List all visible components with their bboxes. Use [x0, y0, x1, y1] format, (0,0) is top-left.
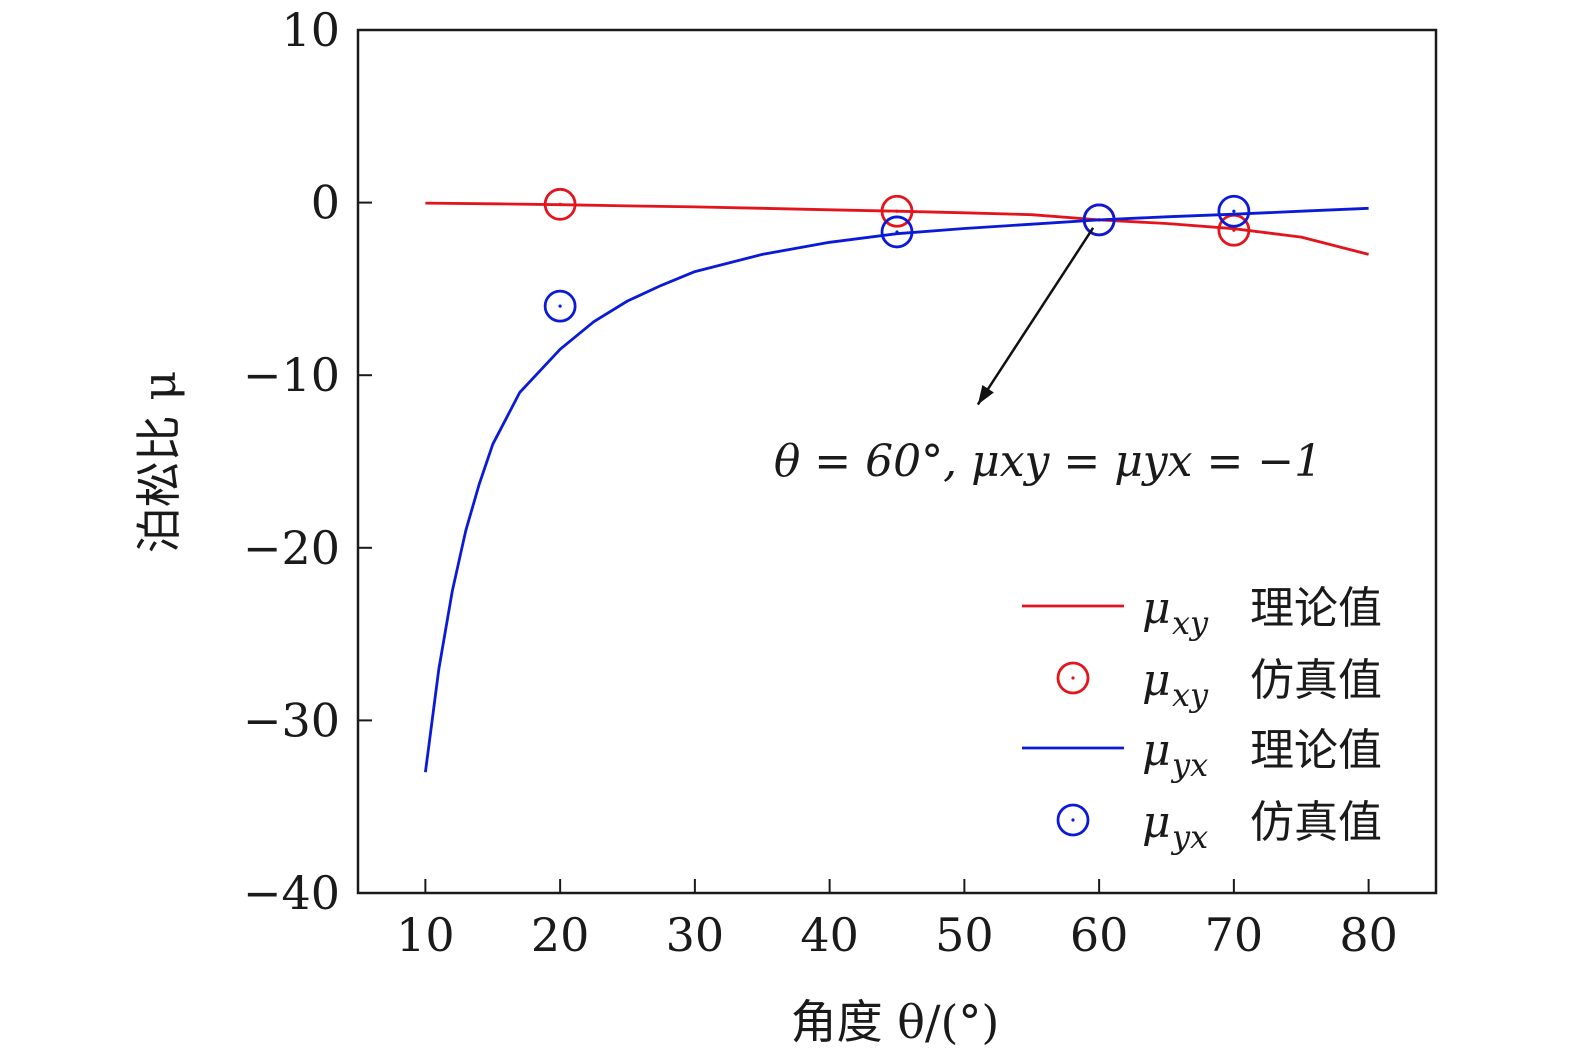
data-point: [880, 194, 914, 228]
y-tick-label: 10: [281, 3, 340, 57]
annotation-arrow-line: [976, 227, 1095, 406]
x-tick-label: 50: [935, 908, 994, 962]
legend-label: 仿真值: [1250, 655, 1382, 706]
y-tick-label: −20: [243, 521, 340, 575]
data-point: [880, 215, 914, 249]
legend-item: μ xy 仿真值: [1056, 655, 1382, 714]
legend-item: μ yx 理论值: [1022, 725, 1382, 784]
y-tick-label: −10: [243, 348, 340, 402]
x-tick-label: 60: [1070, 908, 1129, 962]
legend-marker-swatch: [1056, 661, 1090, 695]
plot-frame: [356, 28, 1438, 895]
series-2: [424, 206, 1369, 773]
legend-subscript: xy: [1172, 676, 1209, 714]
x-tick-label: 80: [1339, 908, 1398, 962]
data-point-dot: [1232, 228, 1236, 232]
legend-subscript: xy: [1172, 604, 1209, 642]
x-tick-label: 10: [396, 908, 455, 962]
data-point-dot: [558, 202, 562, 206]
y-axis-title: 泊松比 μ: [132, 371, 186, 554]
legend-label: 理论值: [1250, 583, 1382, 634]
data-point-dot: [1097, 218, 1101, 222]
x-tick-label: 20: [531, 908, 590, 962]
annotation-arrow-head: [977, 385, 994, 405]
x-tick-label: 70: [1205, 908, 1264, 962]
data-point: [1082, 203, 1116, 237]
annotation: θ = 60°, μxy = μyx = −1: [774, 227, 1322, 487]
series-layer: [424, 187, 1369, 773]
legend-subscript: yx: [1170, 818, 1208, 856]
data-point-dot: [895, 230, 899, 234]
data-point: [543, 289, 577, 323]
data-point-dot: [558, 304, 562, 308]
series-1: [543, 187, 1251, 247]
legend-label: 仿真值: [1250, 797, 1382, 848]
legend-symbol: μ: [1142, 655, 1171, 706]
legend-label: 理论值: [1250, 725, 1382, 776]
data-point: [543, 187, 577, 221]
legend-item: μ xy 理论值: [1022, 583, 1382, 642]
legend-marker-swatch: [1056, 803, 1090, 837]
legend-subscript: yx: [1170, 746, 1208, 784]
data-point-dot: [895, 209, 899, 213]
x-tick-label: 40: [800, 908, 859, 962]
annotation-text: θ = 60°, μxy = μyx = −1: [774, 436, 1322, 487]
y-tick-label: −40: [243, 866, 340, 920]
legend-symbol: μ: [1142, 725, 1171, 776]
data-point-dot: [1232, 209, 1236, 213]
legend-item: μ yx 仿真值: [1056, 797, 1382, 856]
legend-marker-swatch-dot: [1071, 818, 1075, 822]
legend-marker-swatch-dot: [1071, 676, 1075, 680]
y-tick-label: −30: [243, 693, 340, 747]
ticks-layer: 10 20 30 40 50 60 70 80 10 0 −10 −20 −30 −40: [243, 3, 1398, 962]
series-line: [424, 206, 1369, 773]
x-axis-title: 角度 θ/(°): [791, 995, 1000, 1049]
y-tick-label: 0: [311, 176, 340, 230]
legend-symbol: μ: [1142, 797, 1171, 848]
data-point: [1217, 194, 1251, 228]
legend-symbol: μ: [1142, 583, 1171, 634]
series-3: [543, 194, 1251, 323]
x-tick-label: 30: [666, 908, 725, 962]
